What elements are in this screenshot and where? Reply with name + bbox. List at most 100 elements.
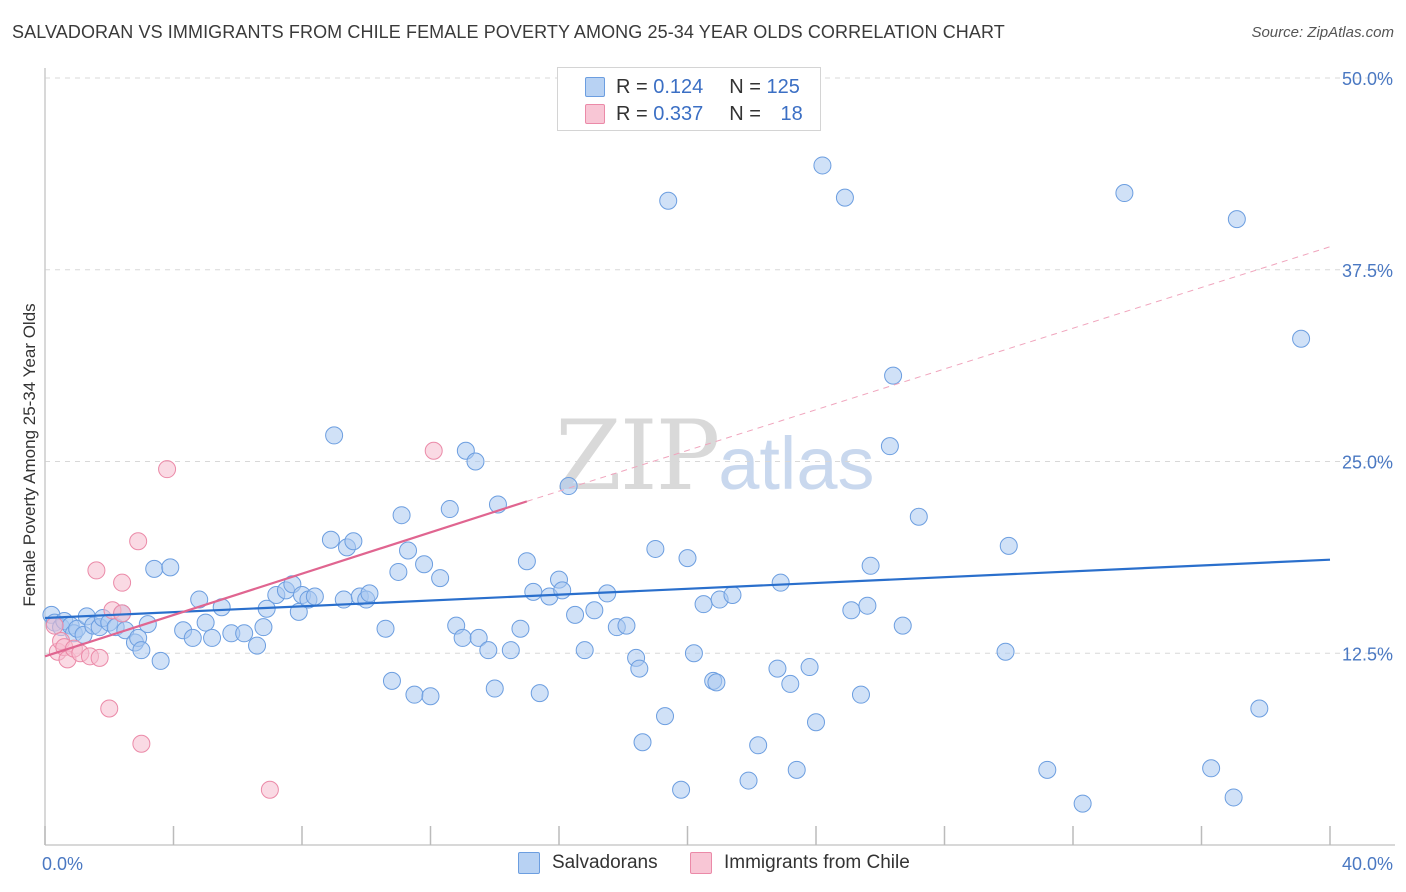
salvadoran-point xyxy=(469,628,488,647)
trend-lines xyxy=(44,246,1331,658)
source-label: Source: ZipAtlas.com xyxy=(1251,24,1394,41)
legend-r-value: 0.337 xyxy=(653,102,704,125)
legend-r-label: R = xyxy=(616,75,648,98)
salvadoran-point xyxy=(880,437,899,456)
watermark: ZIPatlas xyxy=(555,400,875,512)
legend-n-label: N = xyxy=(729,75,761,98)
salvadorans-trend-line xyxy=(44,558,1331,620)
chile-point xyxy=(113,573,132,592)
bottom-legend-salvadorans: Salvadorans xyxy=(518,852,658,874)
salvadoran-point xyxy=(321,530,340,549)
salvadoran-point xyxy=(466,452,485,471)
legend-swatch-chile xyxy=(585,104,605,124)
salvadoran-point xyxy=(893,616,912,635)
legend-swatch-salvadorans xyxy=(585,77,605,97)
salvadoran-point xyxy=(145,559,164,578)
legend-row-salvadorans: R = 0.124 N = 125 xyxy=(616,75,800,99)
salvadoran-point xyxy=(161,558,180,577)
legend-n-label: N = xyxy=(729,102,761,125)
salvadoran-point xyxy=(405,685,424,704)
salvadoran-point xyxy=(800,658,819,677)
salvadoran-point xyxy=(851,685,870,704)
salvadoran-point xyxy=(235,624,254,643)
salvadoran-point xyxy=(389,562,408,581)
chile-point xyxy=(260,780,279,799)
salvadoran-point xyxy=(453,628,472,647)
chart-title: SALVADORAN VS IMMIGRANTS FROM CHILE FEMA… xyxy=(12,22,1005,42)
salvadoran-point xyxy=(672,780,691,799)
salvadoran-point xyxy=(183,628,202,647)
salvadoran-point xyxy=(530,684,549,703)
salvadoran-point xyxy=(771,573,790,592)
salvadoran-point xyxy=(909,507,928,526)
axes xyxy=(44,68,1395,846)
chile-point xyxy=(424,441,443,460)
salvadoran-point xyxy=(1227,210,1246,229)
salvadoran-point xyxy=(501,641,520,660)
legend-label: Immigrants from Chile xyxy=(724,852,910,873)
x-tick-label-max: 40.0% xyxy=(1342,854,1393,874)
salvadoran-point xyxy=(633,733,652,752)
salvadoran-point xyxy=(861,556,880,575)
x-tick-label-min: 0.0% xyxy=(42,854,83,874)
salvadoran-point xyxy=(305,587,324,606)
salvadoran-point xyxy=(151,651,170,670)
chile-point xyxy=(87,561,106,580)
salvadoran-point xyxy=(781,674,800,693)
salvadoran-point xyxy=(511,619,530,638)
salvadoran-point xyxy=(858,596,877,615)
salvadoran-point xyxy=(749,736,768,755)
salvadoran-point xyxy=(132,641,151,660)
correlation-legend: R = 0.124 N = 125 R = 0.337 N = 18 xyxy=(557,67,821,131)
salvadoran-point xyxy=(1224,788,1243,807)
salvadoran-point xyxy=(694,595,713,614)
salvadoran-point xyxy=(1038,760,1057,779)
chile-points xyxy=(45,441,443,799)
salvadoran-point xyxy=(376,619,395,638)
salvadoran-point xyxy=(659,191,678,210)
tick-labels: 12.5% 25.0% 37.5% 50.0% 0.0% 40.0% xyxy=(42,69,1393,874)
y-tick-label: 37.5% xyxy=(1342,261,1393,281)
salvadoran-point xyxy=(479,641,498,660)
chile-point xyxy=(129,532,148,551)
salvadoran-point xyxy=(1073,794,1092,813)
salvadoran-point xyxy=(684,644,703,663)
salvadoran-point xyxy=(575,641,594,660)
y-tick-label: 25.0% xyxy=(1342,453,1393,473)
legend-n-value: 18 xyxy=(780,102,803,125)
watermark-zip: ZIP xyxy=(555,400,720,512)
salvadoran-point xyxy=(678,549,697,568)
legend-swatch xyxy=(690,852,712,874)
salvadoran-point xyxy=(254,618,273,637)
salvadoran-point xyxy=(196,613,215,632)
salvadoran-point xyxy=(656,707,675,726)
salvadoran-point xyxy=(440,500,459,519)
salvadoran-point xyxy=(835,188,854,207)
salvadoran-point xyxy=(344,532,363,551)
legend-row-chile: R = 0.337 N = 18 xyxy=(616,102,803,126)
chile-point xyxy=(45,616,64,635)
salvadoran-point xyxy=(884,366,903,385)
salvadoran-point xyxy=(517,552,536,571)
chile-point xyxy=(90,648,109,667)
chile-point xyxy=(158,460,177,479)
salvadorans-points xyxy=(42,156,1311,813)
legend-n-value: 125 xyxy=(766,75,800,98)
chile-trend-extension xyxy=(526,246,1331,502)
chile-trend-line xyxy=(44,500,528,658)
legend-label: Salvadorans xyxy=(552,852,658,873)
salvadoran-point xyxy=(996,642,1015,661)
y-tick-label: 12.5% xyxy=(1342,644,1393,664)
salvadoran-point xyxy=(1202,759,1221,778)
salvadoran-point xyxy=(415,555,434,574)
salvadoran-point xyxy=(739,771,758,790)
salvadoran-point xyxy=(807,713,825,732)
y-tick-label: 50.0% xyxy=(1342,69,1393,89)
legend-r-value: 0.124 xyxy=(653,75,704,98)
salvadoran-point xyxy=(392,506,411,525)
salvadoran-point xyxy=(630,659,649,678)
salvadoran-point xyxy=(999,536,1018,555)
salvadoran-point xyxy=(723,585,742,604)
salvadoran-point xyxy=(421,687,440,706)
salvadoran-point xyxy=(325,426,344,445)
